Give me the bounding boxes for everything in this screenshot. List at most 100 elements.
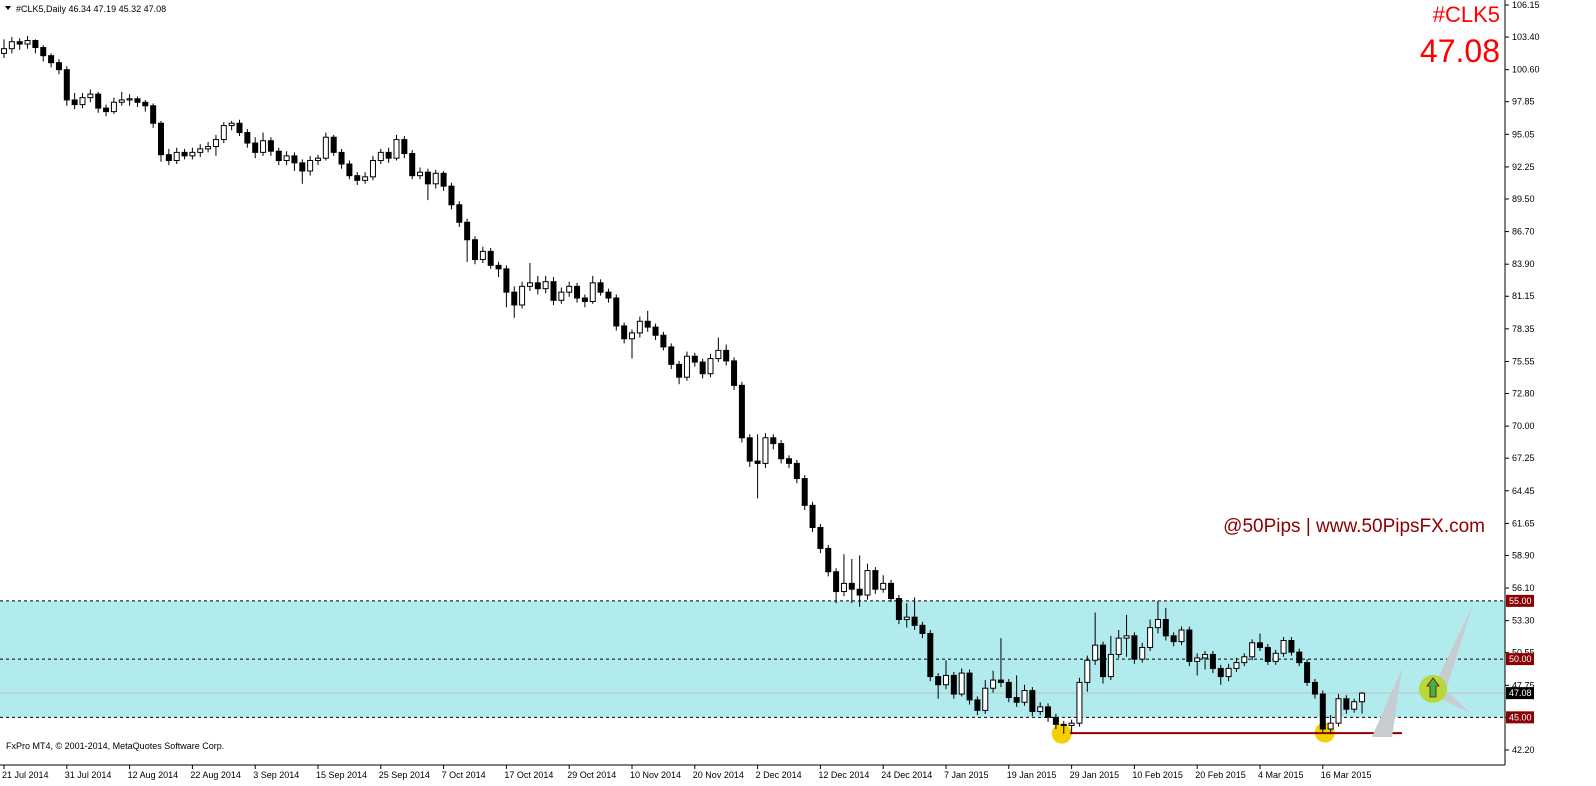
- candle-body: [181, 151, 188, 157]
- x-tick-label: 24 Dec 2014: [881, 770, 932, 780]
- candle-body: [801, 478, 808, 506]
- x-tick-label: 29 Oct 2014: [567, 770, 616, 780]
- candle-body: [244, 132, 251, 144]
- y-tick-label: 100.60: [1512, 65, 1540, 75]
- candle-body: [260, 140, 267, 153]
- y-tick-label: 72.80: [1512, 389, 1535, 399]
- candle-body: [1131, 635, 1138, 660]
- candle-body: [95, 93, 102, 109]
- level-label: 50.00: [1509, 654, 1532, 664]
- x-tick-label: 25 Sep 2014: [379, 770, 430, 780]
- x-tick-label: 21 Jul 2014: [2, 770, 49, 780]
- candle-body: [762, 437, 769, 464]
- bid-label-bg: [1506, 687, 1534, 700]
- candle-body: [723, 349, 730, 362]
- candle-body: [346, 163, 353, 177]
- x-tick-label: 31 Jul 2014: [65, 770, 112, 780]
- candle-body: [817, 526, 824, 549]
- candle-body: [1186, 629, 1193, 662]
- candle-body: [1202, 653, 1209, 659]
- candle-body: [1084, 659, 1091, 683]
- candle-body: [1217, 667, 1224, 678]
- candle-body: [150, 105, 157, 124]
- low-highlight: [1051, 723, 1072, 744]
- candle-body: [1005, 681, 1012, 699]
- candle-body: [275, 150, 282, 162]
- arrow-decoration: [1372, 607, 1472, 737]
- y-tick-label: 86.70: [1512, 227, 1535, 237]
- y-tick-label: 50.55: [1512, 648, 1535, 658]
- candle-body: [1319, 693, 1326, 730]
- candle-body: [699, 361, 706, 375]
- y-tick-label: 92.25: [1512, 162, 1535, 172]
- up-arrow-icon: [1426, 677, 1440, 698]
- candle-body: [487, 250, 494, 266]
- candle-body: [71, 99, 78, 106]
- candle-body: [236, 122, 243, 134]
- candle-layer: [1, 35, 1366, 734]
- candle-body: [974, 699, 981, 711]
- candle-body: [55, 62, 62, 71]
- candle-body: [440, 172, 447, 187]
- candle-body: [63, 69, 70, 101]
- y-tick-label: 81.15: [1512, 291, 1535, 301]
- candle-body: [330, 136, 337, 153]
- candle-body: [409, 153, 416, 177]
- candle-body: [503, 268, 510, 293]
- candle-body: [880, 582, 887, 590]
- candle-body: [793, 462, 800, 480]
- candle-body: [307, 160, 314, 172]
- x-tick-label: 22 Aug 2014: [190, 770, 241, 780]
- candle-body: [1264, 646, 1271, 662]
- candle-body: [911, 616, 918, 626]
- candle-body: [581, 297, 588, 302]
- candle-body: [252, 142, 259, 153]
- y-tick-label: 103.40: [1512, 32, 1540, 42]
- candle-body: [550, 281, 557, 301]
- candle-body: [1092, 644, 1099, 661]
- candle-body: [982, 687, 989, 711]
- y-tick-label: 56.10: [1512, 583, 1535, 593]
- candle-body: [32, 40, 39, 49]
- y-tick-label: 89.50: [1512, 194, 1535, 204]
- candle-body: [738, 384, 745, 439]
- candle-body: [574, 285, 581, 299]
- candle-body: [1296, 651, 1303, 664]
- candle-body: [613, 297, 620, 327]
- candle-body: [589, 282, 596, 302]
- candle-body: [1115, 637, 1122, 655]
- candle-body: [24, 40, 31, 45]
- candle-body: [118, 99, 125, 103]
- candle-body: [362, 176, 369, 181]
- candle-body: [1107, 653, 1114, 678]
- y-tick-label: 42.20: [1512, 745, 1535, 755]
- y-tick-label: 75.55: [1512, 356, 1535, 366]
- candle-body: [833, 571, 840, 593]
- candle-body: [40, 47, 47, 57]
- candle-body: [644, 320, 651, 328]
- candle-body: [464, 221, 471, 241]
- candle-body: [432, 172, 439, 185]
- x-tick-label: 10 Nov 2014: [630, 770, 681, 780]
- x-tick-label: 17 Oct 2014: [504, 770, 553, 780]
- candle-body: [456, 204, 463, 223]
- y-tick-label: 47.75: [1512, 680, 1535, 690]
- candle-body: [1178, 629, 1185, 643]
- x-tick-label: 7 Jan 2015: [944, 770, 989, 780]
- candle-body: [165, 154, 172, 162]
- x-tick-label: 15 Sep 2014: [316, 770, 367, 780]
- candle-body: [629, 332, 635, 340]
- candle-body: [966, 672, 973, 701]
- candle-body: [1068, 722, 1075, 727]
- x-tick-label: 4 Mar 2015: [1258, 770, 1304, 780]
- candle-body: [472, 239, 478, 261]
- candle-body: [1037, 706, 1044, 713]
- shadow-triangle: [1436, 607, 1472, 690]
- copyright: FxPro MT4, © 2001-2014, MetaQuotes Softw…: [6, 741, 224, 751]
- candle-body: [668, 346, 675, 365]
- candle-body: [754, 460, 761, 464]
- candle-body: [1249, 642, 1256, 658]
- candle-body: [1343, 698, 1350, 710]
- x-tick-label: 3 Sep 2014: [253, 770, 299, 780]
- x-tick-label: 16 Mar 2015: [1321, 770, 1372, 780]
